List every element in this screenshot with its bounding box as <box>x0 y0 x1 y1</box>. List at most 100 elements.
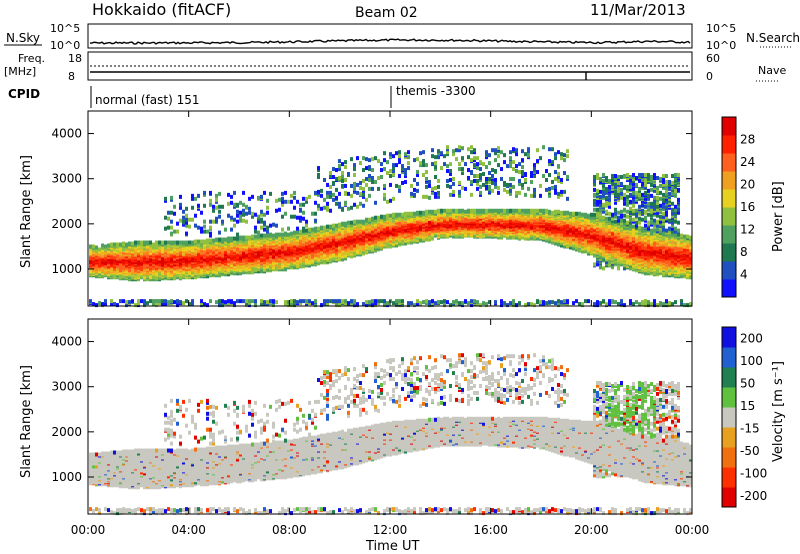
power-cell <box>386 171 389 176</box>
power-cell <box>89 244 92 249</box>
power-cell <box>434 301 437 306</box>
power-cell <box>359 161 362 166</box>
power-cell <box>470 158 473 163</box>
power-cell <box>353 202 356 207</box>
power-cell <box>230 215 233 220</box>
power-cell <box>194 213 197 218</box>
power-cell <box>110 299 113 304</box>
power-cell <box>380 174 383 179</box>
power-cell <box>191 240 194 245</box>
power-cell <box>287 303 290 308</box>
power-cell <box>341 171 344 176</box>
power-cell <box>254 262 257 267</box>
power-cell <box>131 299 134 304</box>
power-cell <box>356 204 359 209</box>
power-cell <box>305 223 308 228</box>
power-cell <box>314 190 317 195</box>
power-cell <box>287 300 290 305</box>
power-cell <box>341 174 344 179</box>
power-cell <box>191 217 194 222</box>
power-cell <box>398 174 401 178</box>
freq-label-1: Freq. <box>18 52 45 65</box>
power-cell <box>275 232 278 237</box>
power-cell <box>257 234 260 239</box>
power-cell <box>143 299 146 304</box>
power-cell <box>320 225 323 230</box>
power-cell <box>224 300 227 305</box>
power-cell <box>371 179 374 184</box>
power-cell <box>266 210 269 215</box>
power-cell <box>185 220 188 225</box>
power-cell <box>242 218 245 223</box>
power-cell <box>188 224 191 229</box>
power-cell <box>257 195 260 200</box>
power-cell <box>359 185 362 190</box>
power-cell <box>302 216 305 221</box>
power-cell <box>239 218 242 223</box>
power-cell <box>272 303 275 308</box>
power-cell <box>425 163 428 168</box>
power-cell <box>482 172 485 177</box>
power-cell <box>422 210 425 215</box>
power-cell <box>203 229 206 234</box>
power-cell <box>311 227 314 232</box>
power-cell <box>215 197 218 202</box>
power-cell <box>209 225 212 230</box>
power-cell <box>437 178 440 183</box>
power-cell <box>350 299 353 304</box>
nsearch-label: N.Search <box>746 31 800 45</box>
power-cell <box>293 265 296 270</box>
power-cell <box>242 299 245 304</box>
power-cell <box>242 202 245 207</box>
power-cell <box>203 224 206 229</box>
power-cell <box>158 262 161 267</box>
power-cell <box>443 299 446 304</box>
power-cell <box>341 206 344 211</box>
power-cell <box>425 209 428 214</box>
power-cell <box>158 240 161 245</box>
power-cell <box>179 205 182 210</box>
power-cell <box>422 194 425 199</box>
power-cell <box>365 300 368 305</box>
power-cell <box>290 231 293 236</box>
power-cell <box>431 148 434 153</box>
power-cell <box>449 177 452 182</box>
power-cell <box>227 302 230 307</box>
power-cell <box>257 214 260 219</box>
power-cell <box>341 178 344 183</box>
power-cell <box>260 225 263 230</box>
power-cell <box>344 299 347 304</box>
power-cell <box>263 248 266 253</box>
power-cell <box>269 191 272 196</box>
power-cell <box>332 197 335 202</box>
power-cell <box>161 302 164 307</box>
power-cell <box>218 214 221 219</box>
power-cell <box>167 210 170 215</box>
power-cell <box>443 208 446 213</box>
power-cell <box>332 299 335 304</box>
power-cell <box>116 255 119 260</box>
power-cell <box>206 303 209 308</box>
freq-tick-bottom: 8 <box>68 70 75 83</box>
power-cell <box>401 164 404 169</box>
power-cell <box>338 201 341 206</box>
power-cell <box>197 225 200 230</box>
power-cell <box>149 240 152 245</box>
power-cell <box>431 186 434 191</box>
power-cell <box>416 188 419 193</box>
power-cell <box>125 300 128 305</box>
power-cell <box>401 212 404 217</box>
power-cell <box>296 226 299 231</box>
power-cell <box>362 203 365 208</box>
power-cell <box>389 174 392 178</box>
power-cell <box>203 219 206 224</box>
power-cell <box>389 182 392 187</box>
power-cell <box>149 299 152 304</box>
power-cell <box>467 208 470 213</box>
power-cell <box>224 237 227 242</box>
power-cell <box>182 301 185 306</box>
power-cell <box>368 174 371 178</box>
power-cell <box>110 302 113 307</box>
power-cell <box>467 168 470 173</box>
